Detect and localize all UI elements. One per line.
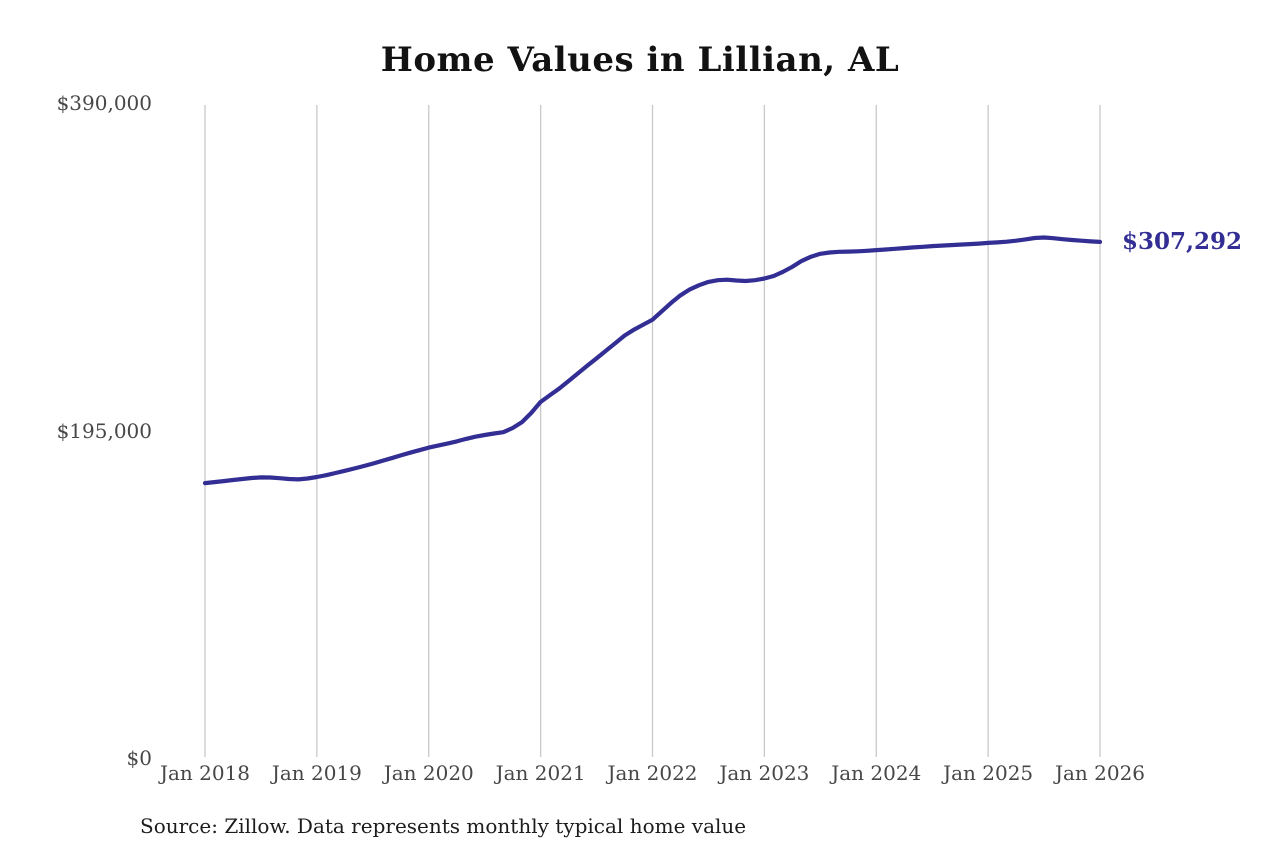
current-value-label: $307,292 (1122, 227, 1243, 255)
source-note: Source: Zillow. Data represents monthly … (140, 814, 747, 838)
x-tick-label: Jan 2026 (1054, 761, 1146, 785)
x-tick-label: Jan 2021 (495, 761, 586, 785)
y-tick-label: $390,000 (56, 91, 152, 115)
x-tick-label: Jan 2022 (607, 761, 698, 785)
y-tick-label: $0 (126, 746, 152, 770)
x-tick-label: Jan 2019 (271, 761, 362, 785)
x-tick-label: Jan 2023 (719, 761, 810, 785)
chart-title: Home Values in Lillian, AL (380, 40, 900, 80)
y-tick-label: $195,000 (56, 418, 152, 443)
x-tick-label: Jan 2018 (159, 761, 251, 785)
x-tick-label: Jan 2020 (383, 761, 474, 785)
home-value-line (202, 235, 1103, 486)
x-tick-label: Jan 2024 (831, 761, 922, 785)
x-tick-label: Jan 2025 (943, 761, 1034, 785)
